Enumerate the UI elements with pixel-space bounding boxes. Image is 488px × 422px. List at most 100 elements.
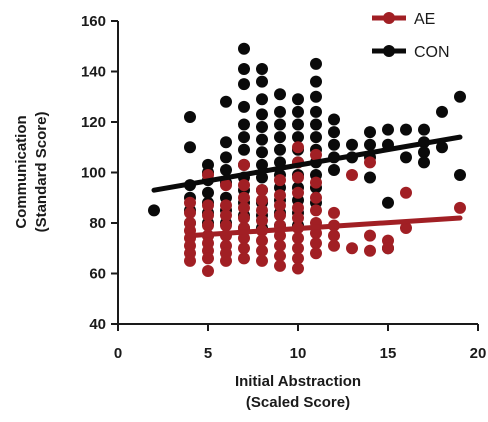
con-trend-line bbox=[151, 134, 463, 193]
ae-data-point bbox=[220, 199, 232, 212]
ae-data-point bbox=[274, 259, 286, 272]
x-tick-label: 10 bbox=[290, 345, 307, 362]
ae-data-point bbox=[202, 199, 214, 212]
legend-con-label: CON bbox=[414, 44, 450, 61]
con-data-point bbox=[202, 186, 214, 199]
con-data-point bbox=[382, 123, 394, 136]
y-tick-label: 160 bbox=[81, 13, 106, 30]
con-data-point bbox=[184, 141, 196, 154]
ae-data-point bbox=[238, 179, 250, 192]
con-data-point bbox=[454, 169, 466, 182]
con-data-point bbox=[274, 143, 286, 156]
con-data-point bbox=[274, 118, 286, 131]
y-axis-title-line: (Standard Score) bbox=[33, 112, 50, 233]
con-data-point bbox=[238, 42, 250, 55]
ae-data-point bbox=[310, 176, 322, 189]
ae-data-point bbox=[256, 194, 268, 207]
con-data-point bbox=[400, 151, 412, 164]
ae-data-point bbox=[184, 254, 196, 267]
con-data-point bbox=[220, 136, 232, 149]
ae-data-point bbox=[310, 227, 322, 240]
y-tick-label: 140 bbox=[81, 64, 106, 81]
con-data-point bbox=[292, 93, 304, 106]
legend-con-marker bbox=[383, 45, 395, 57]
con-data-point bbox=[256, 146, 268, 159]
ae-data-point bbox=[346, 242, 358, 255]
con-data-point bbox=[238, 131, 250, 144]
ae-data-point bbox=[256, 204, 268, 217]
con-data-point bbox=[364, 138, 376, 151]
ae-data-point bbox=[310, 204, 322, 217]
con-data-point bbox=[310, 118, 322, 131]
con-data-point bbox=[256, 171, 268, 184]
x-tick-label: 15 bbox=[380, 345, 397, 362]
ae-data-point bbox=[256, 214, 268, 227]
con-data-point bbox=[256, 93, 268, 106]
ae-data-point bbox=[238, 232, 250, 245]
con-data-point bbox=[436, 105, 448, 118]
con-data-point bbox=[454, 90, 466, 103]
ae-data-point bbox=[256, 234, 268, 247]
con-data-point bbox=[364, 171, 376, 184]
ae-data-point bbox=[238, 201, 250, 214]
con-data-point bbox=[220, 95, 232, 108]
ae-data-point bbox=[292, 171, 304, 184]
con-data-point bbox=[418, 146, 430, 159]
ae-data-point bbox=[184, 206, 196, 219]
con-data-point bbox=[274, 88, 286, 101]
ae-data-point bbox=[292, 232, 304, 245]
ae-data-point bbox=[220, 179, 232, 192]
con-data-point bbox=[328, 163, 340, 176]
con-data-point bbox=[256, 108, 268, 121]
trend-lines-group bbox=[151, 134, 463, 239]
ae-data-point bbox=[220, 209, 232, 222]
legend: AE CON bbox=[372, 11, 450, 61]
ae-data-point bbox=[292, 186, 304, 199]
con-data-point bbox=[400, 123, 412, 136]
ae-data-point bbox=[364, 244, 376, 257]
ae-points-group bbox=[184, 141, 466, 277]
con-data-point bbox=[310, 57, 322, 70]
ae-data-point bbox=[364, 156, 376, 169]
y-tick-label: 60 bbox=[89, 266, 106, 283]
ae-data-point bbox=[238, 158, 250, 171]
con-data-point bbox=[292, 118, 304, 131]
con-data-point bbox=[418, 156, 430, 169]
con-data-point bbox=[292, 131, 304, 144]
ae-data-point bbox=[274, 209, 286, 222]
ae-data-point bbox=[238, 252, 250, 265]
legend-ae-marker bbox=[383, 12, 395, 24]
ae-data-point bbox=[292, 201, 304, 214]
con-data-point bbox=[238, 118, 250, 131]
ae-data-point bbox=[220, 219, 232, 232]
ae-data-point bbox=[274, 239, 286, 252]
ae-data-point bbox=[310, 237, 322, 250]
con-data-point bbox=[256, 133, 268, 146]
con-data-point bbox=[256, 121, 268, 134]
ae-data-point bbox=[328, 229, 340, 242]
ae-data-point bbox=[364, 229, 376, 242]
ae-data-point bbox=[202, 209, 214, 222]
ae-data-point bbox=[256, 244, 268, 257]
con-data-point bbox=[310, 105, 322, 118]
ae-data-point bbox=[292, 141, 304, 154]
ae-data-point bbox=[202, 252, 214, 265]
con-data-point bbox=[220, 163, 232, 176]
ae-data-point bbox=[274, 249, 286, 262]
con-data-point bbox=[220, 151, 232, 164]
ae-data-point bbox=[346, 169, 358, 182]
ae-data-point bbox=[274, 229, 286, 242]
ae-data-point bbox=[310, 247, 322, 260]
x-tick-label: 5 bbox=[204, 345, 212, 362]
ae-data-point bbox=[274, 199, 286, 212]
con-data-point bbox=[328, 126, 340, 139]
ae-data-point bbox=[310, 191, 322, 204]
ae-data-point bbox=[202, 264, 214, 277]
con-data-point bbox=[310, 90, 322, 103]
y-tick-label: 120 bbox=[81, 114, 106, 131]
ae-data-point bbox=[238, 211, 250, 224]
con-data-point bbox=[382, 196, 394, 209]
con-data-point bbox=[238, 100, 250, 113]
y-tick-label: 40 bbox=[89, 316, 106, 333]
